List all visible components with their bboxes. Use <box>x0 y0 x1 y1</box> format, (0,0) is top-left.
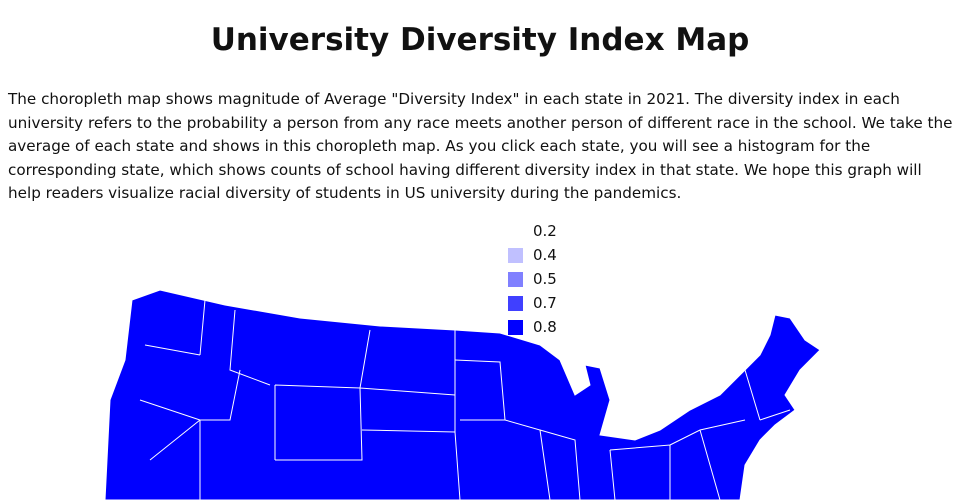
legend-label: 0.2 <box>533 222 557 240</box>
legend-item[interactable]: 0.4 <box>508 243 557 267</box>
legend-label: 0.8 <box>533 318 557 336</box>
legend-swatch <box>508 223 523 239</box>
legend-swatch <box>508 271 523 287</box>
state-borders <box>139 299 791 500</box>
us-states-shape[interactable] <box>104 289 821 500</box>
page-title: University Diversity Index Map <box>210 22 750 58</box>
legend-item[interactable]: 0.8 <box>508 315 557 339</box>
legend-swatch <box>508 319 523 335</box>
legend-item[interactable]: 0.2 <box>508 219 557 243</box>
description: The choropleth map shows magnitude of Av… <box>8 90 953 203</box>
legend-swatch <box>508 247 523 263</box>
legend-label: 0.5 <box>533 270 557 288</box>
legend-swatch <box>508 295 523 311</box>
legend: 0.2 0.4 0.5 0.7 0.8 <box>508 219 557 339</box>
legend-label: 0.4 <box>533 246 557 264</box>
legend-item[interactable]: 0.5 <box>508 267 557 291</box>
legend-label: 0.7 <box>533 294 557 312</box>
legend-item[interactable]: 0.7 <box>508 291 557 315</box>
